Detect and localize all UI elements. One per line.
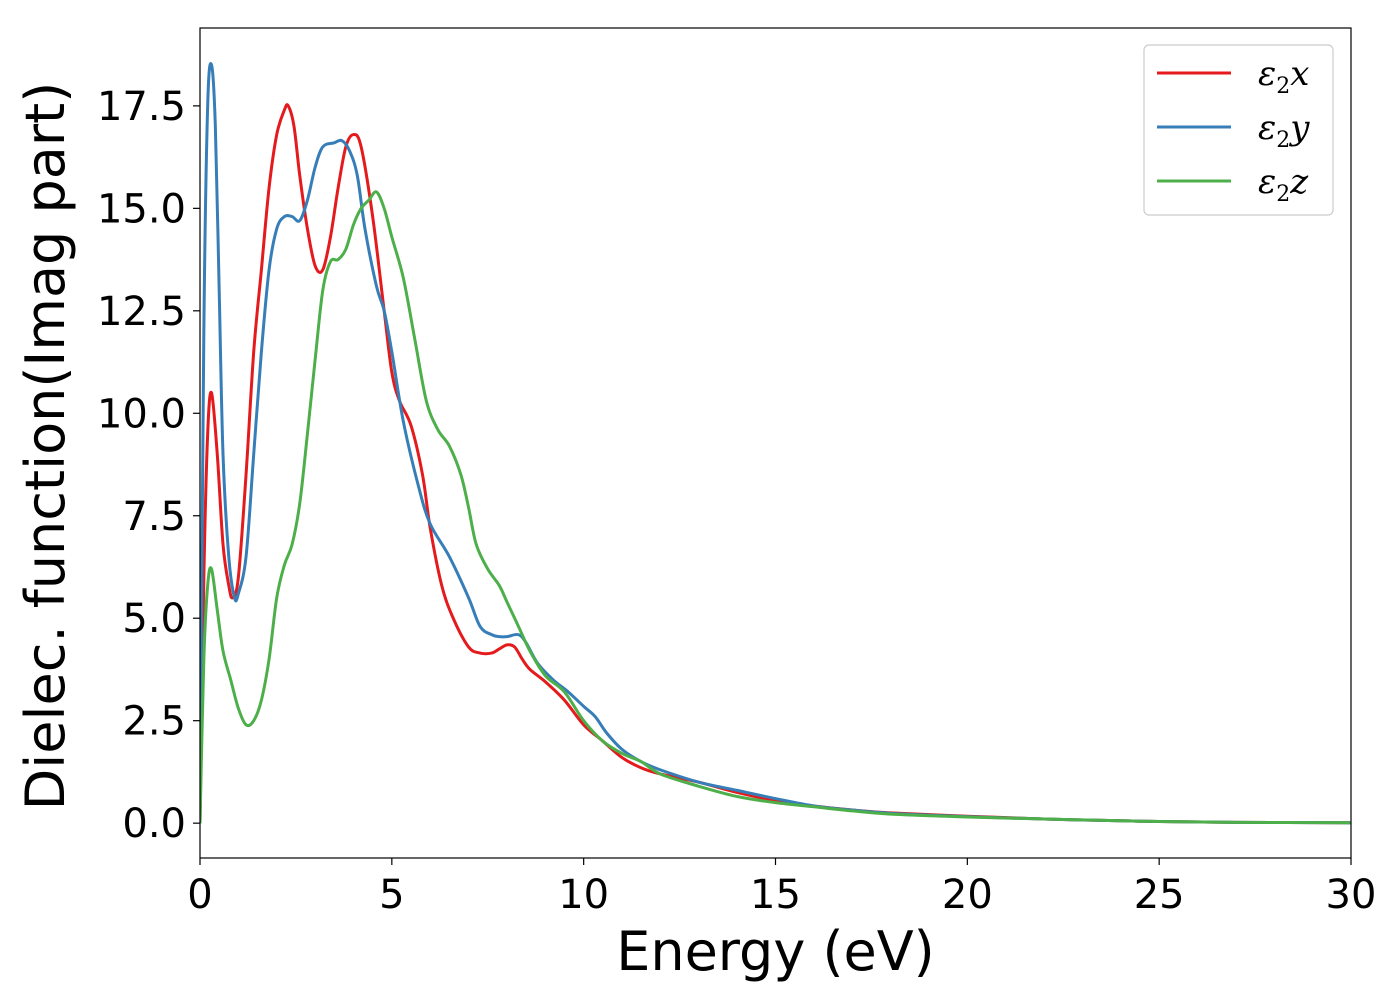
legend-label: ε2y — [1258, 108, 1310, 153]
plot-area — [200, 62, 1351, 825]
y-tick-label: 17.5 — [97, 84, 186, 130]
x-axis-label: Energy (eV) — [616, 920, 935, 983]
y-tick-label: 15.0 — [97, 186, 186, 232]
x-tick-label: 5 — [379, 872, 404, 918]
x-tick-label: 25 — [1134, 872, 1185, 918]
plot-frame — [199, 27, 1352, 859]
series-line-3 — [200, 190, 1351, 825]
y-tick-label: 2.5 — [122, 699, 186, 745]
x-axis: 0 5 10 15 20 25 30 — [187, 858, 1376, 918]
x-tick-label: 0 — [187, 872, 212, 918]
y-axis: 0.0 2.5 5.0 7.5 10.0 12.5 15.0 17.5 — [97, 84, 200, 847]
x-tick-label: 30 — [1326, 872, 1377, 918]
series-line-2 — [200, 62, 1351, 825]
y-tick-label: 7.5 — [122, 494, 186, 540]
x-tick-label: 20 — [942, 872, 993, 918]
y-axis-label: Dielec. function(Imag part) — [14, 82, 77, 811]
x-tick-label: 10 — [558, 872, 609, 918]
x-tick-label: 15 — [750, 872, 801, 918]
y-tick-label: 12.5 — [97, 289, 186, 335]
y-tick-label: 0.0 — [122, 801, 186, 847]
legend: ε2x ε2y ε2z — [1143, 44, 1334, 216]
y-tick-label: 10.0 — [97, 391, 186, 437]
legend-label: ε2x — [1258, 54, 1309, 99]
legend-label: ε2z — [1258, 162, 1309, 207]
series-line-1 — [200, 103, 1351, 825]
y-tick-label: 5.0 — [122, 596, 186, 642]
legend-box — [1143, 44, 1334, 216]
